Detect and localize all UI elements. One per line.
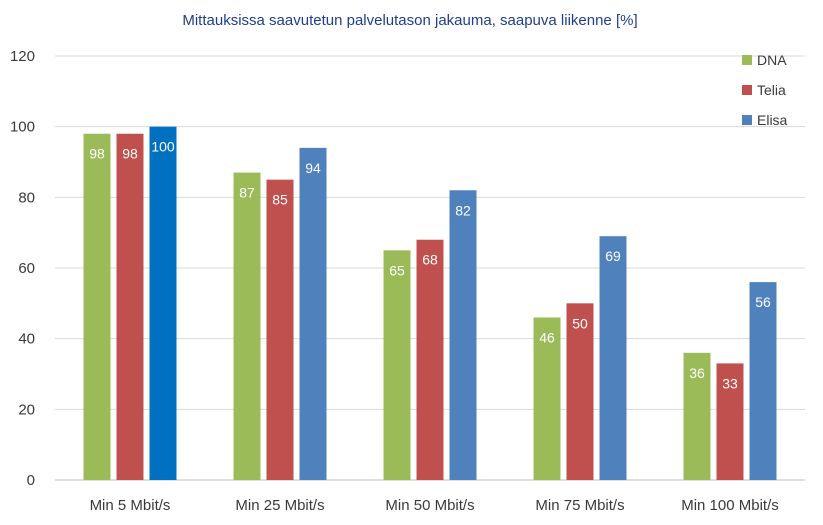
- y-tick-label: 120: [10, 48, 35, 65]
- legend-swatch: [742, 85, 752, 95]
- bar-elisa: [149, 126, 177, 481]
- y-tick-label: 0: [27, 472, 35, 489]
- legend-label: Telia: [757, 82, 786, 98]
- bar-dna: [533, 317, 561, 480]
- legend-label: Elisa: [757, 112, 788, 128]
- x-tick-label: Min 50 Mbit/s: [385, 497, 474, 514]
- bar-telia: [566, 303, 594, 480]
- y-tick-label: 40: [18, 331, 35, 348]
- data-label: 56: [755, 294, 771, 310]
- legend-swatch: [742, 115, 752, 125]
- data-label: 87: [239, 185, 255, 201]
- data-label: 82: [455, 202, 471, 218]
- bar-elisa: [449, 190, 477, 480]
- bar-dna: [683, 352, 711, 480]
- x-tick-label: Min 5 Mbit/s: [90, 497, 171, 514]
- data-label: 98: [122, 146, 138, 162]
- data-label: 100: [151, 139, 175, 155]
- x-tick-label: Min 25 Mbit/s: [235, 497, 324, 514]
- data-label: 85: [272, 192, 288, 208]
- data-label: 33: [722, 375, 738, 391]
- bar-dna: [83, 133, 111, 480]
- legend-label: DNA: [757, 52, 787, 68]
- chart-title: Mittauksissa saavutetun palvelutason jak…: [182, 12, 637, 29]
- data-labels: 98 98 100 87 85 94 65 68 82 46 50 69 36 33 56: [89, 139, 771, 392]
- legend-swatch: [742, 55, 752, 65]
- bar-elisa: [299, 147, 327, 480]
- y-axis: 0 20 40 60 80 100 120: [10, 48, 35, 489]
- legend: DNA Telia Elisa: [742, 52, 788, 128]
- data-label: 36: [689, 365, 705, 381]
- data-label: 46: [539, 329, 555, 345]
- data-label: 68: [422, 252, 438, 268]
- bar-dna: [233, 172, 261, 480]
- data-label: 98: [89, 146, 105, 162]
- bar-elisa: [599, 236, 627, 480]
- x-tick-label: Min 75 Mbit/s: [535, 497, 624, 514]
- bar-elisa: [749, 282, 777, 480]
- bar-telia: [266, 179, 294, 480]
- y-tick-label: 100: [10, 119, 35, 136]
- bar-telia: [116, 133, 144, 480]
- bars: [83, 126, 777, 481]
- y-tick-label: 80: [18, 189, 35, 206]
- x-tick-label: Min 100 Mbit/s: [681, 497, 779, 514]
- y-tick-label: 60: [18, 260, 35, 277]
- bar-dna: [383, 250, 411, 480]
- y-tick-label: 20: [18, 401, 35, 418]
- data-label: 69: [605, 248, 621, 264]
- data-label: 50: [572, 315, 588, 331]
- bar-telia: [416, 239, 444, 480]
- bar-telia: [716, 363, 744, 480]
- data-label: 65: [389, 262, 405, 278]
- x-axis: Min 5 Mbit/s Min 25 Mbit/s Min 50 Mbit/s Mi…: [90, 497, 779, 514]
- data-label: 94: [305, 160, 321, 176]
